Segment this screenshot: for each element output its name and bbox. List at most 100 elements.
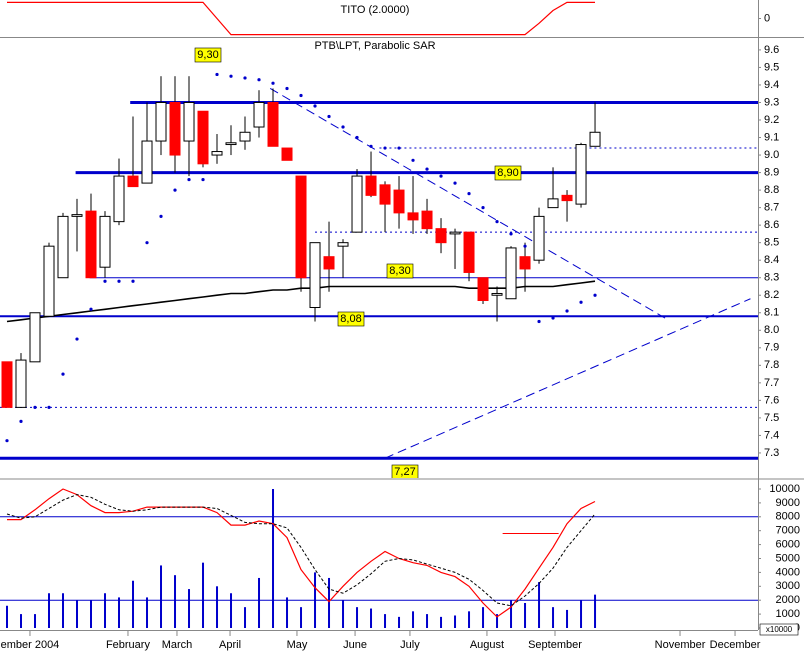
- candle-body: [85, 210, 97, 279]
- x-tick-label: June: [343, 639, 367, 651]
- candle-body: [393, 189, 405, 214]
- volume-bar: [146, 597, 149, 628]
- sar-dot: [257, 78, 261, 82]
- candle-body: [295, 175, 307, 279]
- y-tick-label: 7.4: [764, 429, 779, 441]
- sar-dot: [523, 244, 527, 248]
- candle-body: [575, 144, 587, 205]
- candle-body: [127, 175, 139, 188]
- volume-bar: [384, 614, 387, 628]
- tito-line: [7, 1, 595, 36]
- candle-body: [155, 101, 167, 142]
- level-label: 8,08: [340, 313, 361, 325]
- sar-dot: [593, 293, 597, 297]
- sar-dot: [565, 309, 569, 313]
- volume-bar: [398, 616, 401, 628]
- sar-dot: [579, 300, 583, 304]
- candle-body: [379, 184, 391, 205]
- sar-dot: [19, 419, 23, 424]
- tito-title: TITO (2.0000): [341, 4, 410, 16]
- sar-dot: [327, 114, 331, 119]
- x-tick-label: August: [470, 639, 504, 651]
- candle-body: [365, 175, 377, 196]
- candle-body: [141, 140, 153, 184]
- candle-body: [561, 194, 573, 202]
- sar-dot: [201, 177, 205, 182]
- sar-dot: [145, 241, 149, 245]
- y-tick-label: 8.4: [764, 254, 779, 266]
- y-tick-label: 7.3: [764, 447, 779, 459]
- candle-body: [239, 131, 251, 142]
- candle-body: [197, 110, 209, 165]
- sar-dot: [313, 104, 317, 108]
- volume-bar: [90, 600, 93, 628]
- volume-bar: [132, 580, 135, 628]
- volume-bar: [118, 597, 121, 628]
- sar-dot: [187, 177, 191, 182]
- sar-dot: [271, 81, 275, 85]
- volume-bar: [594, 594, 597, 628]
- y-tick-label: 10000: [769, 483, 800, 495]
- volume-bar: [286, 597, 289, 628]
- candle-body: [477, 277, 489, 301]
- level-label-box: [194, 47, 222, 63]
- candle-body: [71, 214, 83, 217]
- volume-bar: [272, 488, 275, 628]
- y-tick-label: 6000: [776, 539, 800, 551]
- y-tick-label: 8.2: [764, 289, 779, 301]
- candle-body: [533, 215, 545, 261]
- y-tick-label: 8.9: [764, 166, 779, 178]
- sar-dot: [89, 307, 93, 311]
- volume-bar: [426, 614, 429, 628]
- volume-bar: [202, 562, 205, 628]
- volume-bar: [244, 607, 247, 628]
- sar-dot: [173, 188, 177, 192]
- y-tick-label: 8.3: [764, 272, 779, 284]
- candle-body: [281, 147, 293, 161]
- y-tick-label: 1000: [776, 608, 800, 620]
- y-tick-label: 9.6: [764, 44, 779, 56]
- sar-dot: [5, 439, 9, 443]
- volume-bar: [496, 614, 499, 628]
- candle-body: [43, 245, 55, 317]
- sar-dot: [453, 181, 457, 185]
- candle-body: [589, 131, 601, 147]
- x-tick-label: September: [528, 639, 582, 651]
- level-label: 8,90: [497, 167, 518, 179]
- candle-body: [491, 292, 503, 296]
- y-tick-label: 7.9: [764, 342, 779, 354]
- volume-bar: [580, 600, 583, 628]
- x-tick-label: ember 2004: [1, 639, 60, 651]
- level-label-box: [337, 311, 365, 327]
- candle-body: [547, 198, 559, 209]
- y-tick-label: 9.2: [764, 114, 779, 126]
- unit-box: [759, 623, 799, 636]
- y-tick-label: 9.3: [764, 96, 779, 108]
- oscillator-line: [6, 494, 596, 607]
- candle-body: [449, 231, 461, 235]
- y-tick-label: 8.0: [764, 324, 779, 336]
- volume-bar: [104, 593, 107, 628]
- oscillator-line: [7, 488, 596, 618]
- candle-body: [113, 175, 125, 223]
- sar-dot: [383, 146, 387, 150]
- candle-body: [463, 231, 475, 273]
- candle-body: [225, 142, 237, 146]
- unit-label: x10000: [766, 625, 793, 634]
- volume-bar: [258, 577, 261, 628]
- candle-body: [99, 215, 111, 268]
- candle-body: [323, 256, 335, 270]
- sar-dot: [131, 279, 135, 283]
- sar-dot: [495, 220, 499, 224]
- volume-bar: [188, 589, 191, 628]
- y-tick-label: 4000: [776, 566, 800, 578]
- volume-bar: [34, 614, 37, 628]
- y-tick-label: 8000: [776, 511, 800, 523]
- tito-panel: [7, 1, 595, 36]
- sar-dot: [243, 76, 247, 80]
- volume-bar: [566, 609, 569, 628]
- sar-dot: [509, 232, 513, 236]
- candle-body: [1, 361, 13, 408]
- y-tick-label: 8.7: [764, 202, 779, 214]
- sar-dot: [215, 72, 219, 77]
